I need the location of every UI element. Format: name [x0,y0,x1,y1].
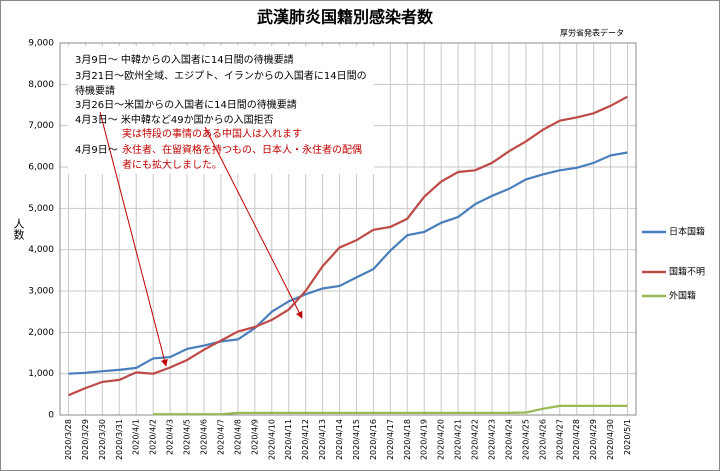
annotation-text: 3月9日～ 中韓からの入国者に14日間の待機要請 [75,53,294,66]
arrow [204,126,303,319]
legend-label: 外国籍 [669,290,696,302]
x-tick-label: 2020/3/29 [81,419,90,460]
annotation-text: 3月21日～欧州全域、エジプト、イランからの入国者に14日間の [75,69,367,82]
x-tick-label: 2020/4/11 [284,419,293,460]
x-tick-label: 2020/4/12 [301,419,310,460]
x-tick-label: 2020/4/16 [369,419,378,460]
annotation-text: 4月9日～ [75,144,118,156]
legend-label: 日本国籍 [669,226,705,238]
y-tick-label: 0 [48,411,54,421]
x-tick-label: 2020/4/20 [437,419,446,460]
x-tick-label: 2020/4/19 [420,419,429,460]
arrow [99,111,168,367]
x-tick-label: 2020/4/17 [386,419,395,460]
annotation-box: 3月9日～ 中韓からの入国者に14日間の待機要請 3月21日～欧州全域、エジプト、… [68,46,374,367]
annotation-background [68,46,374,174]
x-tick-label: 2020/4/6 [200,419,209,455]
x-tick-label: 2020/4/26 [538,419,547,460]
y-tick-label: 1,000 [28,369,54,379]
annotation-text: 待機要請 [75,84,115,97]
annotation-text: 永住者、在留資格を持つもの、日本人・永住者の配偶 [122,143,362,156]
x-tick-label: 2020/4/5 [183,419,192,455]
x-tick-label: 2020/4/8 [233,419,242,455]
x-tick-label: 2020/3/31 [115,419,124,460]
annotation-text: 者にも拡大しました。 [122,158,222,171]
x-tick-label: 2020/4/30 [606,419,615,460]
chart-subtitle: 厚労省発表データ [560,28,624,38]
x-tick-label: 2020/4/13 [318,419,327,460]
x-tick-label: 2020/4/3 [166,419,175,455]
chart-title: 武漢肺炎国籍別感染者数 [257,8,434,27]
y-tick-label: 4,000 [28,245,54,255]
annotation-text: 3月26日～米国からの入国者に14日間の待機要請 [75,98,297,111]
y-tick-label: 2,000 [28,328,54,338]
x-tick-label: 2020/4/10 [267,419,276,460]
x-tick-label: 2020/4/1 [132,419,141,455]
y-tick-label: 9,000 [28,39,54,49]
x-tick-label: 2020/4/7 [216,419,225,455]
x-tick-label: 2020/4/14 [335,419,344,460]
x-tick-label: 2020/4/2 [149,419,158,455]
y-axis-label: 人数 [12,218,25,241]
line-series [68,95,629,397]
annotation-text: 4月3日～ 米中韓など49か国からの入国拒否 [75,113,274,126]
x-tick-label: 2020/3/30 [98,419,107,460]
x-tick-label: 2020/4/15 [352,419,361,460]
annotation-text: 実は特段の事情のある中国人は入れます [122,127,302,140]
y-tick-label: 5,000 [28,204,54,214]
x-tick-label: 2020/4/21 [454,419,463,460]
x-tick-label: 2020/4/23 [488,419,497,460]
x-tick-label: 2020/4/18 [403,419,412,460]
x-tick-label: 2020/4/9 [250,419,259,455]
plot-border [59,42,637,416]
y-tick-label: 3,000 [28,287,54,297]
x-tick-label: 2020/4/25 [521,419,530,460]
x-tick-label: 2020/4/24 [504,419,513,460]
line-series [153,404,628,416]
y-tick-label: 7,000 [28,121,54,131]
x-tick-label: 2020/4/29 [589,419,598,460]
x-tick-label: 2020/4/22 [471,419,480,460]
x-tick-label: 2020/4/27 [555,419,564,460]
y-tick-label: 6,000 [28,163,54,173]
y-tick-label: 8,000 [28,80,54,90]
x-tick-label: 2020/3/28 [64,419,73,460]
legend-label: 国籍不明 [669,266,705,278]
x-tick-label: 2020/4/28 [572,419,581,460]
line-series [68,151,628,375]
x-tick-label: 2020/5/1 [623,419,632,455]
